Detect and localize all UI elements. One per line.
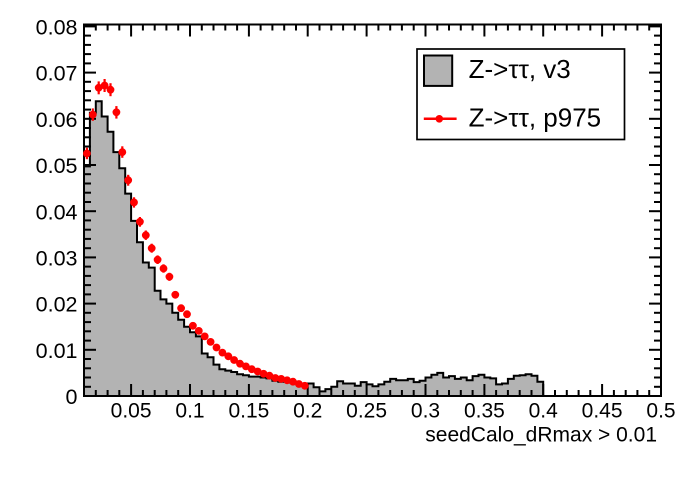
svg-text:0.04: 0.04 (36, 200, 78, 224)
svg-text:0.45: 0.45 (582, 400, 623, 423)
svg-text:0: 0 (66, 385, 78, 409)
svg-text:0.1: 0.1 (175, 400, 204, 423)
svg-text:0.08: 0.08 (36, 16, 78, 40)
svg-text:0.05: 0.05 (111, 400, 152, 423)
svg-text:Z->ττ, p975: Z->ττ, p975 (469, 103, 602, 133)
svg-text:0.03: 0.03 (36, 247, 78, 271)
svg-text:0.05: 0.05 (36, 154, 78, 178)
svg-text:0.15: 0.15 (228, 400, 269, 423)
svg-text:0.01: 0.01 (36, 339, 78, 363)
svg-text:Z->ττ, v3: Z->ττ, v3 (469, 54, 571, 84)
svg-text:0.07: 0.07 (36, 62, 78, 86)
svg-text:0.3: 0.3 (411, 400, 440, 423)
svg-text:0.5: 0.5 (646, 400, 675, 423)
svg-text:0.25: 0.25 (346, 400, 387, 423)
svg-text:0.4: 0.4 (529, 400, 559, 423)
svg-text:0.2: 0.2 (293, 400, 322, 423)
svg-text:0.06: 0.06 (36, 108, 78, 132)
svg-text:seedCalo_dRmax > 0.01: seedCalo_dRmax > 0.01 (425, 424, 657, 447)
svg-text:0.02: 0.02 (36, 293, 78, 317)
svg-text:0.35: 0.35 (464, 400, 505, 423)
